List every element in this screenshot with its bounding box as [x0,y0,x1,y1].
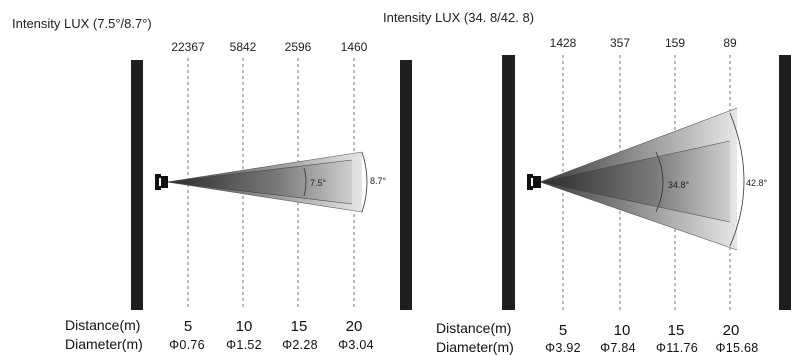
lux-value-5m: 22367 [171,40,205,54]
distance-value-15: 15 [291,318,308,335]
lux-value-15m: 2596 [285,40,312,54]
inner-angle-label: 34.8° [668,180,690,190]
diameter-row-label: Diameter(m) [436,339,514,355]
outer-angle-arc [361,151,368,213]
lux-value-10m: 5842 [230,40,257,54]
diameter-value-5: Φ0.76 [169,338,205,352]
inner-beam [167,160,352,204]
inner-angle-arc [303,167,307,197]
distance-value-5: 5 [184,318,192,335]
diagram-title: Intensity LUX (7.5°/8.7°) [12,16,152,31]
diagram-right: Intensity LUX (34. 8/42. 8) 1428 357 159… [383,10,791,355]
diameter-value-10: Φ7.84 [600,341,636,355]
distance-value-5: 5 [559,322,567,339]
diameter-value-20: Φ3.04 [338,338,374,352]
diameter-value-15: Φ2.28 [282,338,318,352]
lux-value-20m: 1460 [341,40,368,54]
diameter-value-15: Φ11.76 [656,341,698,355]
lux-value-10m: 357 [610,36,630,50]
left-wall [131,60,143,310]
diameter-value-10: Φ1.52 [226,338,262,352]
outer-angle-arc [729,112,745,247]
diameter-value-20: Φ15.68 [715,341,758,355]
diagram-title: Intensity LUX (34. 8/42. 8) [383,10,534,25]
inner-angle-arc [655,151,664,213]
diameter-row-label: Diameter(m) [65,336,143,352]
distance-row-label: Distance(m) [436,320,511,336]
lux-value-5m: 1428 [550,36,577,50]
distance-value-20: 20 [346,318,363,335]
distance-value-10: 10 [236,318,253,335]
left-wall [502,55,515,310]
diagram-left: Intensity LUX (7.5°/8.7°) 22367 5842 259… [12,16,412,352]
diameter-value-5: Φ3.92 [545,341,581,355]
distance-value-15: 15 [668,322,685,339]
inner-angle-label: 7.5° [310,178,327,188]
fixture-icon [527,174,541,190]
right-wall [779,55,791,310]
lux-value-15m: 159 [665,36,685,50]
lux-value-20m: 89 [723,36,737,50]
right-wall [400,60,412,310]
fixture-icon [155,174,168,190]
inner-beam [540,141,730,222]
distance-value-10: 10 [614,322,631,339]
outer-angle-label: 42.8° [746,178,768,188]
distance-value-20: 20 [723,322,740,339]
distance-row-label: Distance(m) [65,317,140,333]
outer-angle-label: 8.7° [370,176,387,186]
